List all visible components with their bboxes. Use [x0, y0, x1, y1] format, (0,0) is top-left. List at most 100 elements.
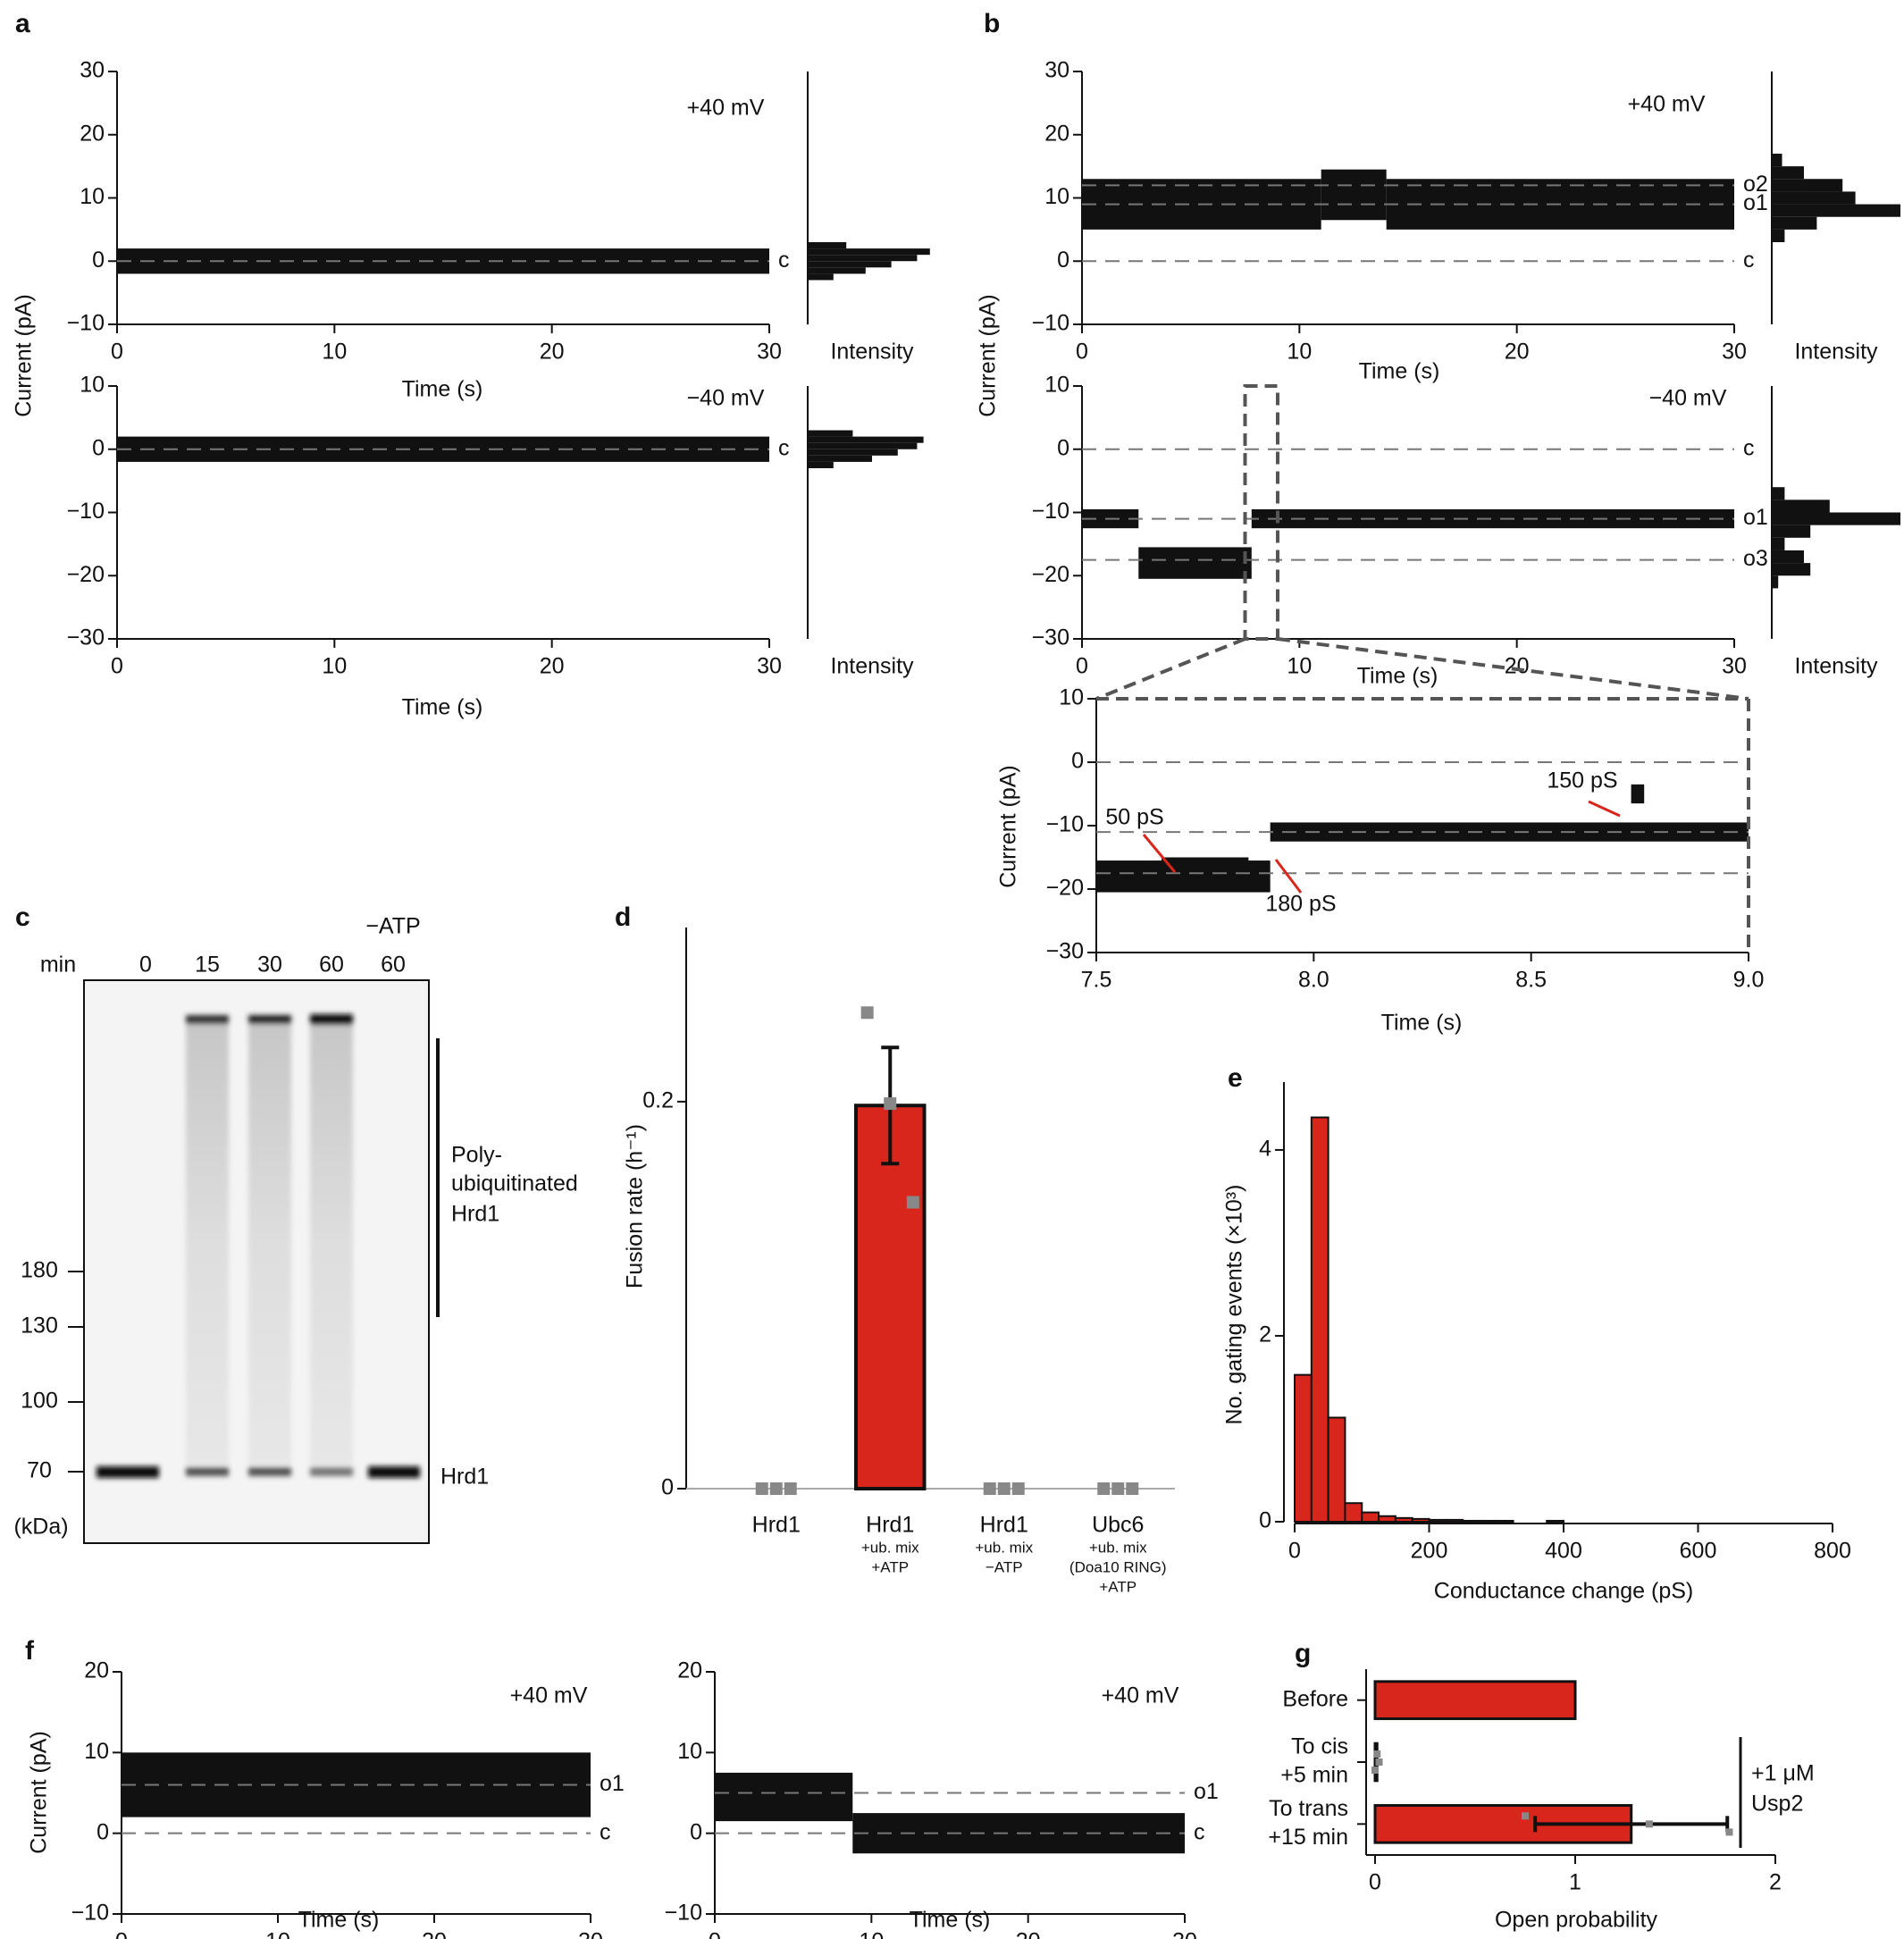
x-axis-label: Time (s): [402, 377, 483, 402]
x-axis-label: Time (s): [1357, 664, 1438, 689]
y-axis-label: Fusion rate (h⁻¹): [623, 1124, 648, 1288]
x-tick-label: 0: [1369, 1870, 1381, 1895]
y-tick-label: −20: [1032, 562, 1069, 587]
x-tick-label: 600: [1680, 1539, 1717, 1564]
x-tick-label: 10: [322, 340, 347, 365]
x-tick-label: Hrd1: [980, 1513, 1028, 1538]
lane-label: 60: [319, 953, 344, 978]
y-tick-label: 0: [92, 435, 105, 460]
level-label: c: [778, 248, 790, 273]
data-point: [1645, 1820, 1653, 1828]
zoom-connector: [1277, 637, 1749, 701]
trace-segment: [1321, 169, 1387, 221]
y-tick-label: To cis: [1291, 1734, 1348, 1759]
level-label: o1: [600, 1771, 625, 1796]
y-tick-label: 2: [1259, 1322, 1271, 1347]
x-axis-label: Conductance change (pS): [1434, 1579, 1693, 1604]
data-point: [755, 1482, 768, 1495]
y-tick-label: 30: [1044, 58, 1069, 83]
histogram-bar: [1772, 525, 1811, 538]
y-tick-label: 0.2: [642, 1088, 674, 1113]
data-point: [1011, 1482, 1025, 1495]
level-label: o2: [1743, 172, 1768, 197]
unit-label: (kDa): [13, 1515, 68, 1540]
data-point: [884, 1097, 897, 1111]
level-label: o1: [1194, 1779, 1219, 1804]
histogram-bar: [808, 436, 924, 443]
histogram-bar: [1411, 1517, 1430, 1524]
data-point: [983, 1482, 996, 1495]
histogram-bar: [1327, 1416, 1346, 1524]
level-label: c: [600, 1819, 611, 1844]
marker-ticks: [68, 1271, 84, 1473]
panel-letter: c: [15, 902, 30, 932]
x-tick-label: 0: [111, 340, 123, 365]
histogram-bar: [808, 273, 834, 281]
histogram-bar: [1772, 575, 1779, 589]
histogram-bar: [808, 261, 892, 268]
x-tick-label: 20: [1505, 654, 1530, 679]
x-tick-label: Hrd1: [866, 1513, 914, 1538]
x-tick-label: 10: [265, 1929, 290, 1939]
level-label: c: [1743, 248, 1755, 273]
histogram-bar: [1546, 1519, 1564, 1524]
lane-label: 60: [381, 953, 406, 978]
y-tick-label: 0: [96, 1819, 109, 1844]
x-tick-label: 20: [1505, 340, 1530, 365]
histogram-bar: [808, 449, 898, 456]
x-tick-label: Hrd1: [752, 1513, 801, 1538]
y-tick-label: 10: [80, 184, 105, 209]
x-tick-label: 30: [1722, 340, 1747, 365]
y-tick-label: −10: [1046, 812, 1084, 837]
data-point: [1111, 1482, 1125, 1495]
x-axis-label: Time (s): [910, 1908, 991, 1933]
histogram-bar: [1294, 1373, 1313, 1524]
histogram-bar: [808, 255, 918, 262]
histogram-bar: [808, 430, 853, 437]
annotation: 180 pS: [1265, 892, 1336, 917]
voltage-label: −40 mV: [1649, 386, 1727, 411]
gel-condition: −ATP: [365, 914, 420, 939]
level-label: o3: [1743, 546, 1768, 571]
trace-segment: [1162, 857, 1249, 870]
y-tick-label: 0: [1057, 435, 1069, 460]
histogram-bar: [1361, 1511, 1380, 1523]
category-note: +ub. mix: [861, 1539, 919, 1556]
y-tick-label: +5 min: [1280, 1763, 1348, 1788]
y-tick-label: 10: [677, 1739, 702, 1764]
y-axis-label: No. gating events (×10³): [1222, 1185, 1247, 1425]
x-tick-label: 30: [578, 1929, 603, 1939]
x-tick-label: 20: [540, 340, 565, 365]
y-tick-label: −10: [1032, 499, 1069, 524]
y-tick-label: To trans: [1269, 1796, 1348, 1821]
voltage-label: +40 mV: [510, 1683, 588, 1708]
y-tick-label: 10: [80, 373, 105, 398]
marker-label: 100: [21, 1389, 58, 1414]
lane-label: 15: [195, 953, 220, 978]
histogram-label: Intensity: [1794, 654, 1878, 679]
lane-label: 30: [257, 953, 282, 978]
zoom-connector: [1095, 637, 1246, 701]
y-tick-label: 10: [1044, 373, 1069, 398]
x-tick-label: 20: [540, 654, 565, 679]
y-tick-label: −10: [67, 311, 105, 336]
x-tick-label: 20: [422, 1929, 447, 1939]
histogram-bar: [1495, 1519, 1514, 1524]
y-tick-label: 20: [84, 1658, 109, 1683]
x-tick-label: 0: [1076, 340, 1088, 365]
x-axis-label: Open probability: [1495, 1908, 1658, 1933]
x-tick-label: 0: [1076, 654, 1088, 679]
x-tick-label: 200: [1411, 1539, 1448, 1564]
x-tick-label: 1: [1569, 1870, 1581, 1895]
level-label: c: [1743, 435, 1755, 460]
y-tick-label: −30: [1032, 625, 1069, 651]
level-label: c: [1194, 1819, 1205, 1844]
y-tick-label: 0: [690, 1819, 702, 1844]
data-point: [1373, 1750, 1381, 1758]
trace-segment: [1251, 508, 1734, 529]
x-tick-label: 0: [709, 1929, 721, 1939]
histogram-bar: [1310, 1116, 1329, 1523]
x-tick-label: 10: [1287, 340, 1312, 365]
histogram-bar: [1772, 216, 1817, 230]
x-tick-label: 8.0: [1298, 968, 1329, 993]
